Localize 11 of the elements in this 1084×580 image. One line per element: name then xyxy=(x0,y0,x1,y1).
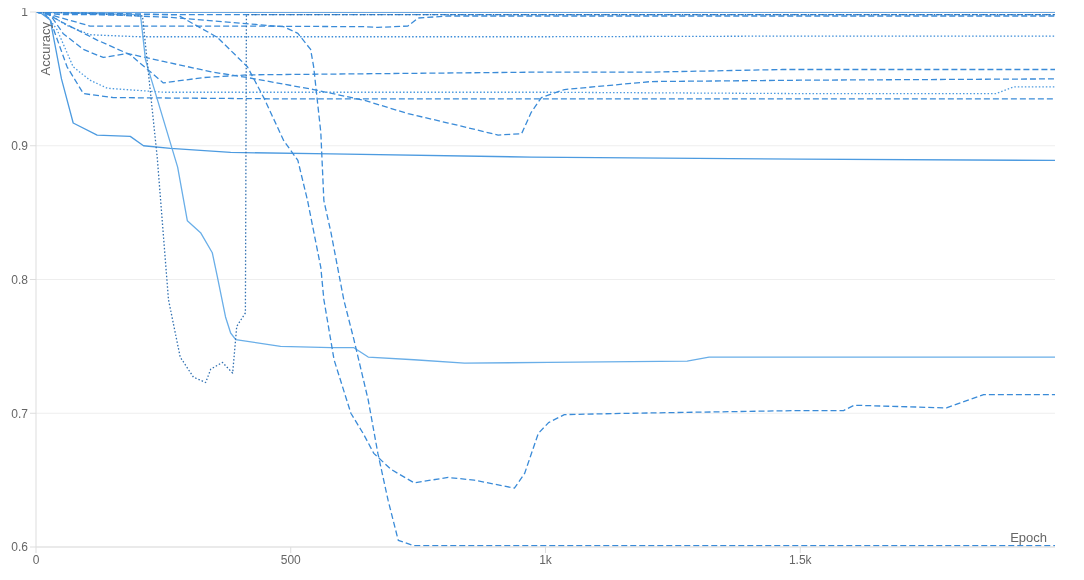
x-axis-title: Epoch xyxy=(1010,530,1047,545)
y-tick-label: 0.6 xyxy=(11,540,29,555)
y-tick-label: 1 xyxy=(21,5,29,20)
x-tick-label: 0 xyxy=(32,552,40,567)
x-tick-label: 1k xyxy=(539,552,553,567)
y-tick-label: 0.7 xyxy=(11,406,29,421)
y-axis-title: Accuracy xyxy=(38,21,53,76)
x-tick-label: 1.5k xyxy=(788,552,813,567)
y-tick-label: 0.9 xyxy=(11,139,29,154)
y-tick-label: 0.8 xyxy=(11,272,29,287)
x-tick-label: 500 xyxy=(280,552,302,567)
